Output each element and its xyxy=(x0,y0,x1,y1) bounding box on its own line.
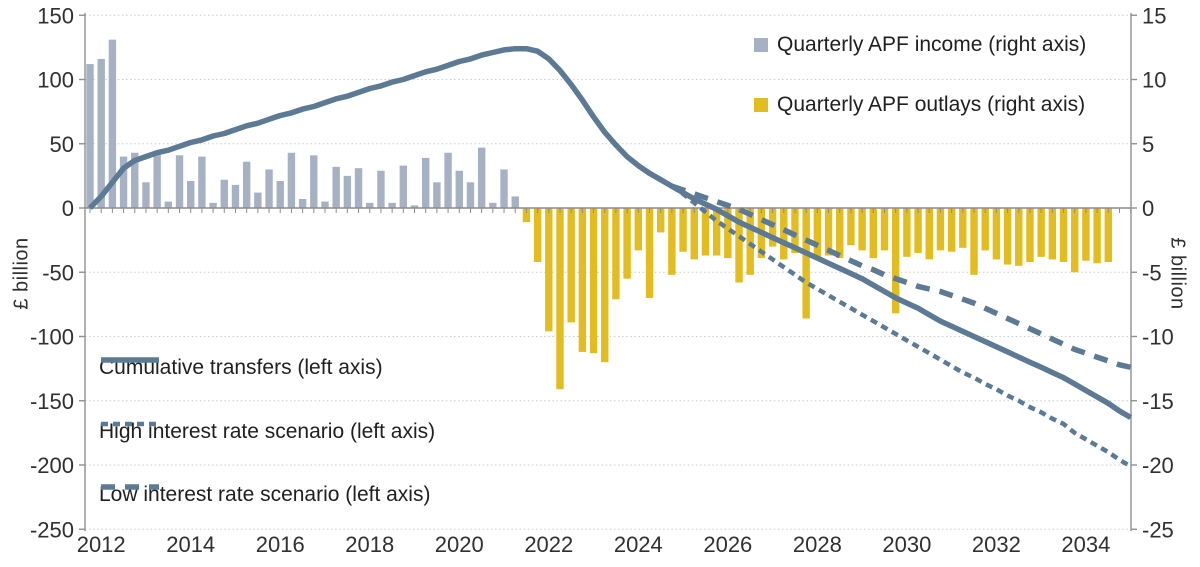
svg-text:2032: 2032 xyxy=(972,532,1021,557)
legend-item-outlays: Quarterly APF outlays (right axis) xyxy=(754,91,1085,119)
svg-text:10: 10 xyxy=(1142,68,1166,93)
svg-text:-10: -10 xyxy=(1142,325,1174,350)
svg-text:-20: -20 xyxy=(1142,453,1174,478)
axes xyxy=(79,13,1137,531)
outlays-bars xyxy=(522,208,1112,390)
legend-item-low-scenario: Low interest rate scenario (left axis) xyxy=(99,481,430,509)
svg-text:2030: 2030 xyxy=(882,532,931,557)
svg-text:2014: 2014 xyxy=(166,532,215,557)
svg-text:0: 0 xyxy=(1142,196,1154,221)
legend-item-high-scenario: High interest rate scenario (left axis) xyxy=(99,418,435,446)
solid-line-icon xyxy=(101,357,159,363)
svg-text:-100: -100 xyxy=(30,325,74,350)
legend-label-high-scenario: High interest rate scenario (left axis) xyxy=(99,420,436,443)
svg-text:2024: 2024 xyxy=(614,532,663,557)
svg-text:100: 100 xyxy=(37,68,74,93)
cumulative-transfers-line xyxy=(88,45,1133,420)
svg-text:150: 150 xyxy=(37,3,74,28)
legend-label-cumulative: Cumulative transfers (left axis) xyxy=(99,356,383,379)
svg-text:2018: 2018 xyxy=(345,532,394,557)
svg-text:15: 15 xyxy=(1142,3,1166,28)
svg-text:-25: -25 xyxy=(1142,517,1174,542)
low-scenario-line xyxy=(671,183,1132,370)
svg-text:2026: 2026 xyxy=(703,532,752,557)
svg-text:2034: 2034 xyxy=(1061,532,1110,557)
legend-item-cumulative: Cumulative transfers (left axis) xyxy=(99,354,383,382)
svg-text:2020: 2020 xyxy=(435,532,484,557)
svg-text:2022: 2022 xyxy=(524,532,573,557)
svg-text:2028: 2028 xyxy=(793,532,842,557)
axis-labels: 150100500-50-100-150-200-250151050-5-10-… xyxy=(30,3,1174,557)
right-axis-title: £ billion xyxy=(1166,237,1189,310)
income-swatch-icon xyxy=(754,38,768,52)
high-scenario-line xyxy=(670,184,1132,469)
legend-label-low-scenario: Low interest rate scenario (left axis) xyxy=(99,483,431,506)
outlays-swatch-icon xyxy=(754,98,768,112)
long-dash-line-icon xyxy=(101,484,159,490)
svg-text:50: 50 xyxy=(50,132,74,157)
legend-label-outlays: Quarterly APF outlays (right axis) xyxy=(777,93,1086,116)
left-axis-title: £ billion xyxy=(10,237,33,310)
svg-text:-200: -200 xyxy=(30,453,74,478)
legend-item-income: Quarterly APF income (right axis) xyxy=(754,31,1086,59)
svg-text:-150: -150 xyxy=(30,389,74,414)
svg-text:0: 0 xyxy=(62,196,74,221)
svg-text:-15: -15 xyxy=(1142,389,1174,414)
svg-text:-50: -50 xyxy=(42,260,74,285)
svg-text:2012: 2012 xyxy=(77,532,126,557)
svg-text:5: 5 xyxy=(1142,132,1154,157)
income-bars xyxy=(86,39,519,208)
svg-text:2016: 2016 xyxy=(256,532,305,557)
short-dash-line-icon xyxy=(101,421,159,427)
legend-label-income: Quarterly APF income (right axis) xyxy=(777,33,1087,56)
svg-text:-5: -5 xyxy=(1142,260,1162,285)
svg-text:-250: -250 xyxy=(30,517,74,542)
